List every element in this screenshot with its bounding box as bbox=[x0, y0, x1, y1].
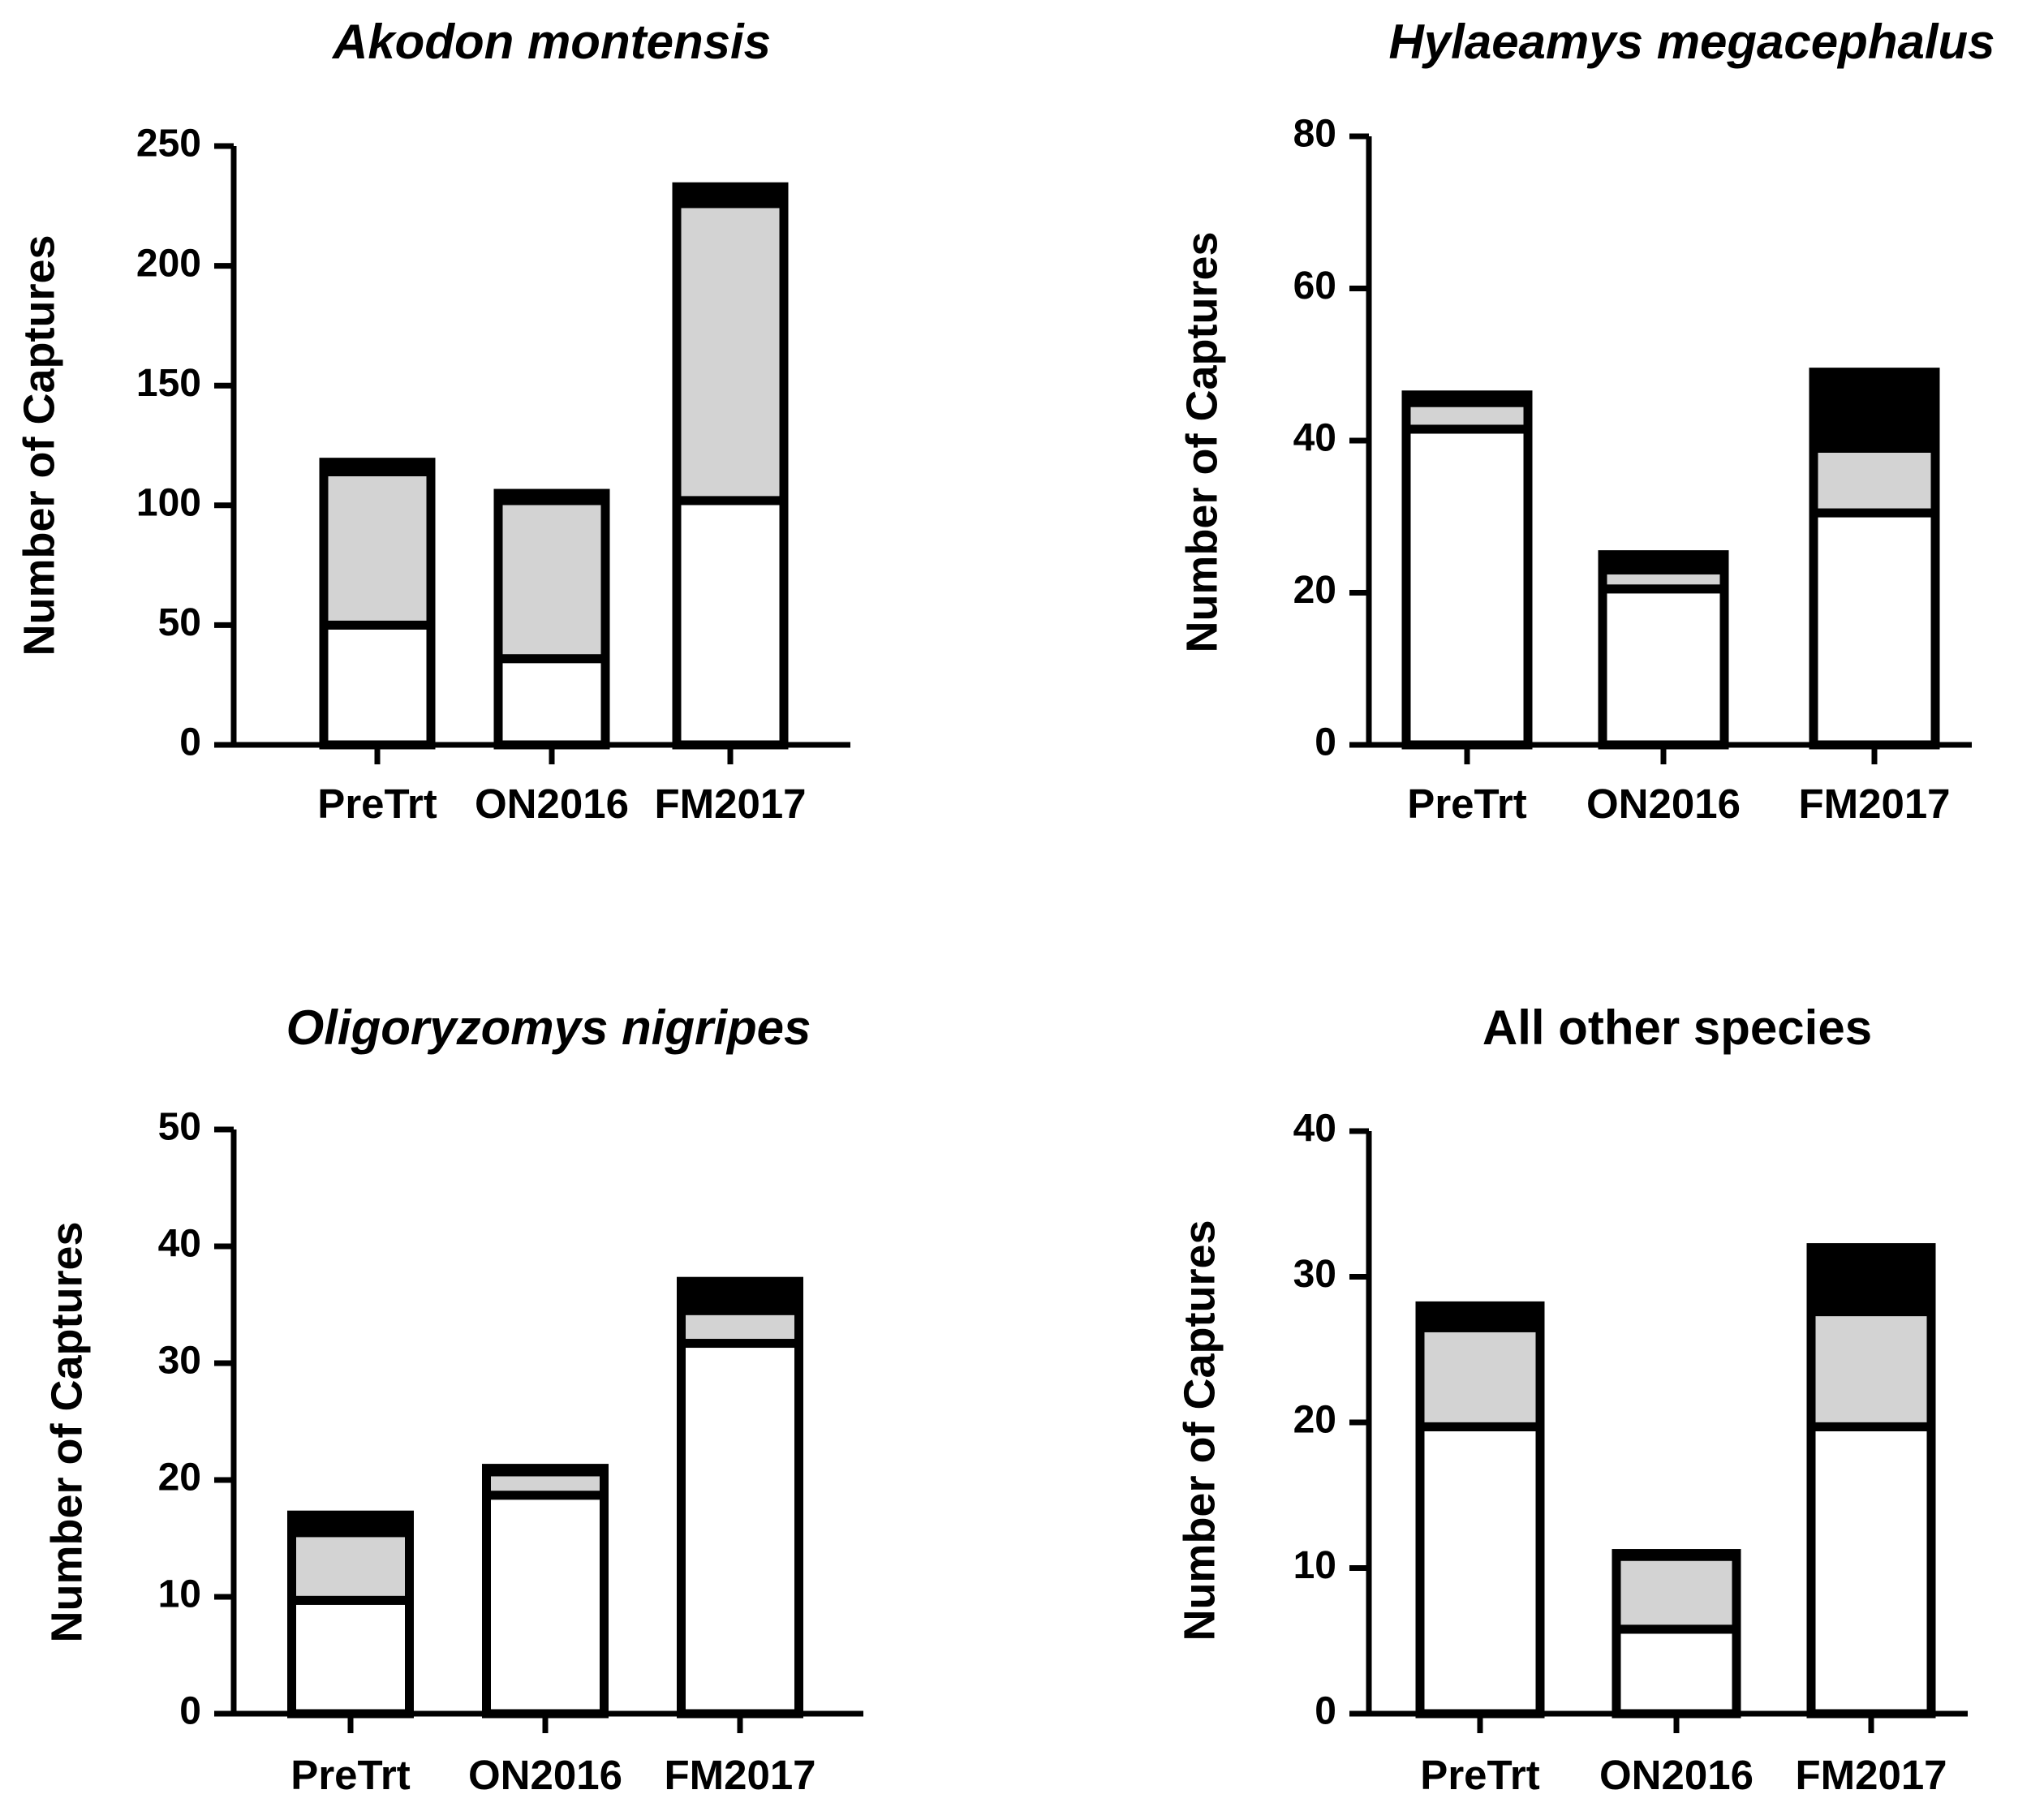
bar-on2016-gray bbox=[1612, 1551, 1741, 1634]
bar-pretrt-white bbox=[287, 1595, 414, 1719]
bar-fm2017-gray bbox=[672, 199, 789, 506]
bar-pretrt-white bbox=[319, 620, 436, 750]
bar-pretrt-white bbox=[1415, 1422, 1545, 1719]
chart-panel-hylaeamys-megacephalus: Hylaeamys megacephalus Number of Captures… bbox=[1177, 15, 1995, 827]
bar-fm2017-black bbox=[672, 182, 789, 209]
y-tick-label: 80 bbox=[1293, 113, 1336, 156]
bar-fm2017-black bbox=[677, 1276, 803, 1315]
bar-on2016-gray bbox=[493, 496, 610, 664]
bar-pretrt-black bbox=[319, 458, 436, 476]
bar-on2016-white bbox=[482, 1491, 609, 1719]
bar-fm2017-white bbox=[672, 496, 789, 750]
y-tick-label: 30 bbox=[158, 1340, 201, 1383]
y-tick-label: 20 bbox=[1293, 569, 1336, 612]
chart-panel-oligoryzomys-nigripes: Oligoryzomys nigripes Number of Captures 0… bbox=[42, 1000, 863, 1798]
chart-panel-all-other-species: All other species Number of Captures 0 10 20… bbox=[1175, 1000, 1968, 1798]
bar-on2016-white bbox=[1598, 584, 1729, 750]
y-axis-label: Number of Captures bbox=[42, 1221, 91, 1642]
y-axis-label: Number of Captures bbox=[1175, 1220, 1224, 1641]
bar-pretrt-gray bbox=[1415, 1323, 1545, 1431]
x-tick-label-pretrt: PreTrt bbox=[1420, 1752, 1539, 1798]
x-tick-label-on2016: ON2016 bbox=[1586, 781, 1741, 827]
bar-pretrt-gray bbox=[319, 467, 436, 630]
bar-on2016-black bbox=[482, 1464, 609, 1477]
y-tick-label: 250 bbox=[136, 123, 201, 166]
y-tick-label: 40 bbox=[1293, 1108, 1336, 1151]
bar-pretrt-white bbox=[1401, 424, 1533, 750]
bar-on2016-white bbox=[493, 654, 610, 750]
bar-on2016-black bbox=[1598, 550, 1729, 574]
y-tick-label: 0 bbox=[1315, 721, 1336, 764]
y-tick-label: 200 bbox=[136, 242, 201, 285]
y-tick-label: 0 bbox=[179, 721, 201, 764]
bar-fm2017-black bbox=[1806, 1243, 1936, 1317]
y-tick-label: 40 bbox=[1293, 417, 1336, 460]
y-tick-label: 10 bbox=[1293, 1544, 1336, 1587]
bar-pretrt-black bbox=[287, 1510, 414, 1538]
chart-title: All other species bbox=[1482, 1000, 1872, 1055]
bar-fm2017-white bbox=[1806, 1422, 1936, 1719]
y-tick-label: 10 bbox=[158, 1573, 201, 1616]
y-tick-label: 100 bbox=[136, 481, 201, 524]
y-tick-label: 20 bbox=[1293, 1399, 1336, 1442]
x-tick-label-pretrt: PreTrt bbox=[290, 1752, 410, 1798]
x-tick-label-fm2017: FM2017 bbox=[654, 781, 806, 827]
y-axis-label: Number of Captures bbox=[1177, 231, 1226, 652]
bar-pretrt-black bbox=[1415, 1301, 1545, 1332]
y-tick-label: 30 bbox=[1293, 1253, 1336, 1296]
x-tick-label-pretrt: PreTrt bbox=[317, 781, 437, 827]
bar-pretrt-black bbox=[1401, 390, 1533, 407]
x-tick-label-fm2017: FM2017 bbox=[664, 1752, 815, 1798]
chart-title: Hylaeamys megacephalus bbox=[1388, 15, 1995, 69]
y-tick-label: 0 bbox=[179, 1690, 201, 1733]
y-axis-label: Number of Captures bbox=[15, 234, 63, 656]
chart-panel-akodon-montensis: Akodon montensis Number of Captures 0 50 100… bbox=[15, 15, 850, 827]
y-tick-label: 0 bbox=[1315, 1690, 1336, 1733]
bar-on2016-black bbox=[493, 488, 610, 506]
bar-fm2017-gray bbox=[1806, 1307, 1936, 1431]
bar-fm2017-gray bbox=[677, 1306, 803, 1349]
chart-title: Akodon montensis bbox=[331, 15, 771, 69]
x-tick-label-fm2017: FM2017 bbox=[1798, 781, 1950, 827]
y-tick-label: 60 bbox=[1293, 265, 1336, 308]
bar-fm2017-gray bbox=[1809, 443, 1940, 518]
y-tick-label: 40 bbox=[158, 1223, 201, 1266]
x-tick-label-on2016: ON2016 bbox=[468, 1752, 622, 1798]
y-tick-label: 50 bbox=[158, 601, 201, 644]
x-tick-label-fm2017: FM2017 bbox=[1795, 1752, 1947, 1798]
bar-fm2017-white bbox=[1809, 508, 1940, 750]
bar-fm2017-black bbox=[1809, 368, 1940, 453]
y-tick-label: 20 bbox=[158, 1456, 201, 1499]
x-tick-label-pretrt: PreTrt bbox=[1407, 781, 1526, 827]
x-tick-label-on2016: ON2016 bbox=[1599, 1752, 1754, 1798]
chart-title: Oligoryzomys nigripes bbox=[286, 1000, 811, 1055]
bar-on2016-white bbox=[1612, 1624, 1741, 1719]
y-tick-label: 50 bbox=[158, 1106, 201, 1149]
bar-fm2017-white bbox=[677, 1339, 803, 1719]
y-tick-label: 150 bbox=[136, 362, 201, 405]
bar-on2016-black bbox=[1612, 1549, 1741, 1561]
x-tick-label-on2016: ON2016 bbox=[475, 781, 629, 827]
bar-pretrt-gray bbox=[287, 1528, 414, 1605]
